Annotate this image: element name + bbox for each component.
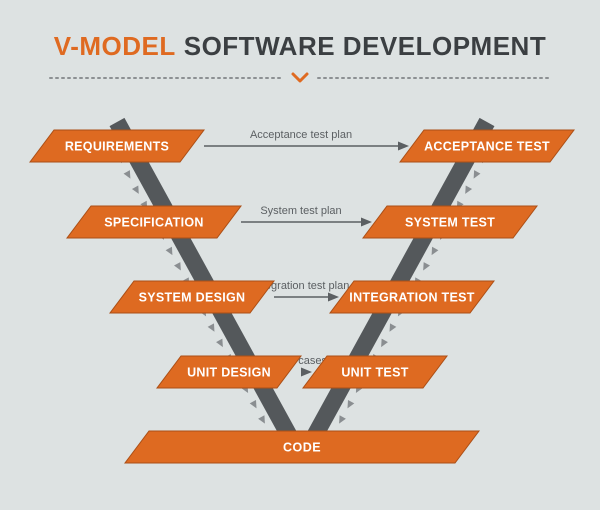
stage-left-3: UNIT DESIGN	[157, 356, 301, 388]
stage-code: CODE	[125, 431, 479, 463]
box-label: SPECIFICATION	[104, 216, 204, 230]
box-label: ACCEPTANCE TEST	[424, 140, 550, 154]
stage-right-3: UNIT TEST	[303, 356, 447, 388]
stage-right-2: INTEGRATION TEST	[330, 281, 494, 313]
stage-left-1: SPECIFICATION	[67, 206, 241, 238]
box-label: SYSTEM TEST	[405, 216, 495, 230]
title: V-MODEL SOFTWARE DEVELOPMENT	[54, 31, 546, 61]
box-label: REQUIREMENTS	[65, 140, 169, 154]
box-label: INTEGRATION TEST	[349, 291, 474, 305]
box-label: UNIT DESIGN	[187, 366, 271, 380]
title-part2: SOFTWARE DEVELOPMENT	[184, 31, 546, 61]
box-label: CODE	[283, 441, 321, 455]
title-part1: V-MODEL	[54, 31, 176, 61]
stage-left-0: REQUIREMENTS	[30, 130, 204, 162]
stage-right-1: SYSTEM TEST	[363, 206, 537, 238]
stage-right-0: ACCEPTANCE TEST	[400, 130, 574, 162]
stage-left-2: SYSTEM DESIGN	[110, 281, 274, 313]
link-label: Acceptance test plan	[250, 129, 352, 141]
link-label: System test plan	[260, 205, 341, 217]
box-label: SYSTEM DESIGN	[139, 291, 246, 305]
box-label: UNIT TEST	[341, 366, 408, 380]
